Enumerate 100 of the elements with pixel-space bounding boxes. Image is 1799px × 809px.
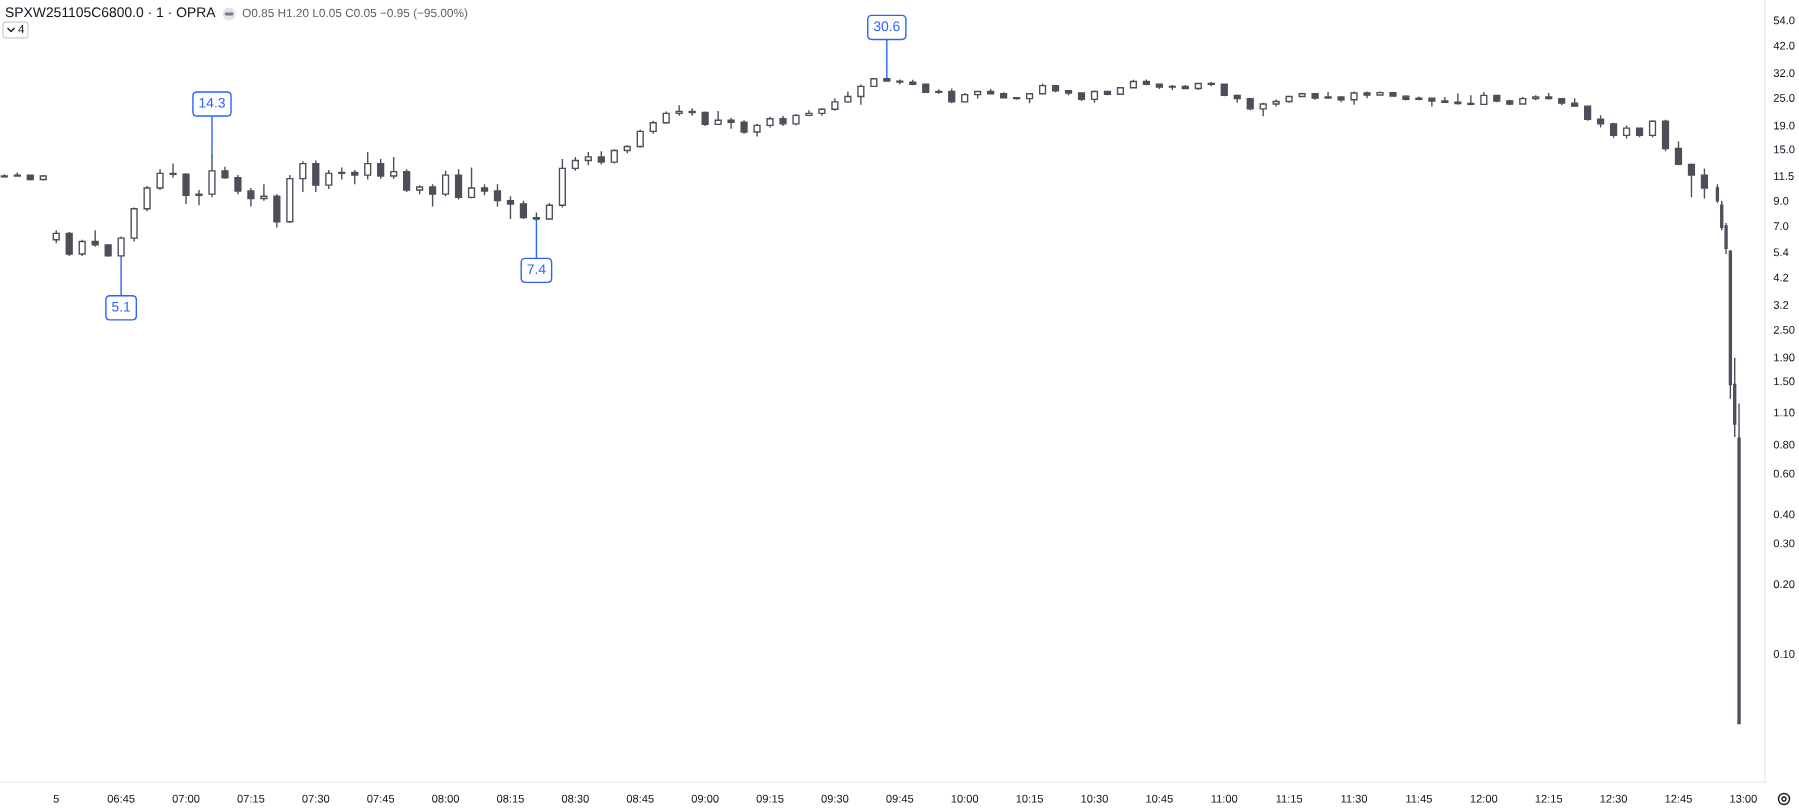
candlestick bbox=[1558, 97, 1566, 106]
y-tick-label: 7.0 bbox=[1773, 222, 1789, 231]
candlestick bbox=[156, 168, 164, 191]
candlestick bbox=[1207, 81, 1215, 88]
y-tick-label: 1.10 bbox=[1774, 408, 1795, 417]
candlestick bbox=[1454, 92, 1462, 106]
candlestick bbox=[779, 115, 787, 127]
y-tick-label: 4.2 bbox=[1773, 273, 1789, 282]
candlestick bbox=[662, 110, 670, 125]
annotation: 4 bbox=[18, 24, 25, 34]
x-tick-label: 08:45 bbox=[626, 794, 654, 803]
candlestick bbox=[1467, 94, 1475, 106]
candlestick bbox=[1571, 97, 1579, 108]
candlestick bbox=[364, 151, 372, 181]
candlestick bbox=[260, 183, 268, 202]
y-tick-label: 2.50 bbox=[1773, 325, 1795, 334]
y-tick-label: 5.4 bbox=[1773, 248, 1789, 257]
x-tick-label: 11:00 bbox=[1211, 794, 1238, 803]
candlestick bbox=[182, 172, 190, 205]
y-tick-label: 0.60 bbox=[1773, 469, 1795, 478]
candlestick bbox=[1324, 91, 1332, 100]
candlestick bbox=[1584, 105, 1592, 122]
y-tick-label: 1.90 bbox=[1774, 353, 1795, 362]
candlestick bbox=[416, 184, 424, 195]
x-tick-label: 07:00 bbox=[172, 794, 200, 803]
candlestick bbox=[1596, 114, 1605, 129]
candlestick bbox=[480, 183, 489, 196]
x-tick-label: 11:30 bbox=[1341, 794, 1368, 803]
x-tick-label: 11:15 bbox=[1276, 794, 1303, 803]
candlestick bbox=[1506, 99, 1514, 106]
x-tick-label: 12:30 bbox=[1600, 794, 1628, 803]
candlestick bbox=[1000, 91, 1008, 99]
candlestick bbox=[1622, 124, 1631, 140]
y-tick-label: 15.0 bbox=[1774, 145, 1795, 154]
y-tick-label: 19.0 bbox=[1774, 121, 1795, 130]
candlestick bbox=[247, 187, 255, 208]
x-tick-label: 08:00 bbox=[432, 794, 460, 803]
candlestick bbox=[753, 123, 761, 138]
candlestick bbox=[1661, 119, 1670, 152]
candlestick bbox=[1609, 122, 1618, 139]
candlestick bbox=[597, 150, 605, 166]
x-tick-label: 12:45 bbox=[1665, 794, 1692, 803]
candlestick bbox=[987, 88, 995, 96]
candlestick bbox=[286, 174, 294, 224]
x-tick-label: 09:15 bbox=[756, 794, 784, 803]
candlestick bbox=[493, 183, 502, 208]
candlestick bbox=[1648, 119, 1657, 138]
y-tick-label: 25.0 bbox=[1773, 94, 1795, 102]
candlestick bbox=[325, 169, 333, 190]
candlestick bbox=[104, 243, 112, 258]
candlestick bbox=[1428, 97, 1436, 108]
y-tick-label: 0.40 bbox=[1773, 510, 1795, 519]
candlestick bbox=[1337, 95, 1345, 103]
x-tick-label: 08:30 bbox=[561, 794, 589, 803]
candlestick bbox=[299, 160, 307, 193]
candlestick bbox=[1674, 140, 1683, 166]
x-tick-label: 06:45 bbox=[107, 794, 135, 803]
candlestick bbox=[338, 166, 346, 181]
candlestick bbox=[1272, 98, 1280, 108]
x-tick-label: 07:45 bbox=[367, 794, 395, 803]
candlestick bbox=[1415, 95, 1423, 101]
candlestick bbox=[1233, 93, 1241, 104]
y-tick-label: 0.30 bbox=[1773, 539, 1795, 548]
candlestick bbox=[1129, 79, 1138, 90]
candlestick bbox=[377, 158, 385, 180]
candlestick bbox=[1350, 90, 1358, 106]
y-tick-label: 0.10 bbox=[1773, 650, 1795, 658]
annotation: 5.1 bbox=[112, 301, 131, 312]
x-tick-label: 12:00 bbox=[1470, 794, 1498, 803]
candlestick bbox=[130, 206, 138, 243]
candlestick bbox=[636, 129, 644, 149]
candlestick bbox=[935, 88, 943, 95]
candlestick bbox=[1389, 91, 1397, 98]
y-tick-label: 0.20 bbox=[1773, 580, 1795, 589]
candlestick bbox=[1077, 91, 1086, 102]
candlestick bbox=[792, 113, 800, 127]
candlestick bbox=[675, 104, 683, 117]
candlestick bbox=[169, 162, 177, 179]
candlestick bbox=[857, 83, 865, 106]
candlestick bbox=[1220, 83, 1228, 97]
candlestick bbox=[454, 168, 463, 201]
candlestick bbox=[909, 79, 917, 86]
candlestick bbox=[701, 110, 709, 127]
candlestick bbox=[1012, 96, 1021, 101]
candlestick bbox=[532, 211, 541, 222]
x-tick-label: 09:00 bbox=[691, 794, 719, 803]
candlestick bbox=[805, 109, 813, 117]
x-tick-label: 10:45 bbox=[1146, 794, 1173, 803]
x-tick-label: 07:15 bbox=[237, 794, 265, 803]
text: O0.85 H1.20 L0.05 C0.05 −0.95 (−95.00%) bbox=[242, 8, 468, 20]
candlestick bbox=[1090, 89, 1099, 104]
candlestick bbox=[1155, 82, 1163, 90]
x-tick-label: 08:15 bbox=[497, 794, 524, 803]
candlestick bbox=[221, 166, 229, 180]
candlestick bbox=[1064, 89, 1073, 97]
candlestick bbox=[831, 97, 839, 112]
y-tick-label: 54.0 bbox=[1773, 16, 1795, 25]
candlestick bbox=[1532, 94, 1540, 101]
candlestick bbox=[1051, 84, 1060, 93]
candlestick bbox=[1700, 167, 1709, 200]
